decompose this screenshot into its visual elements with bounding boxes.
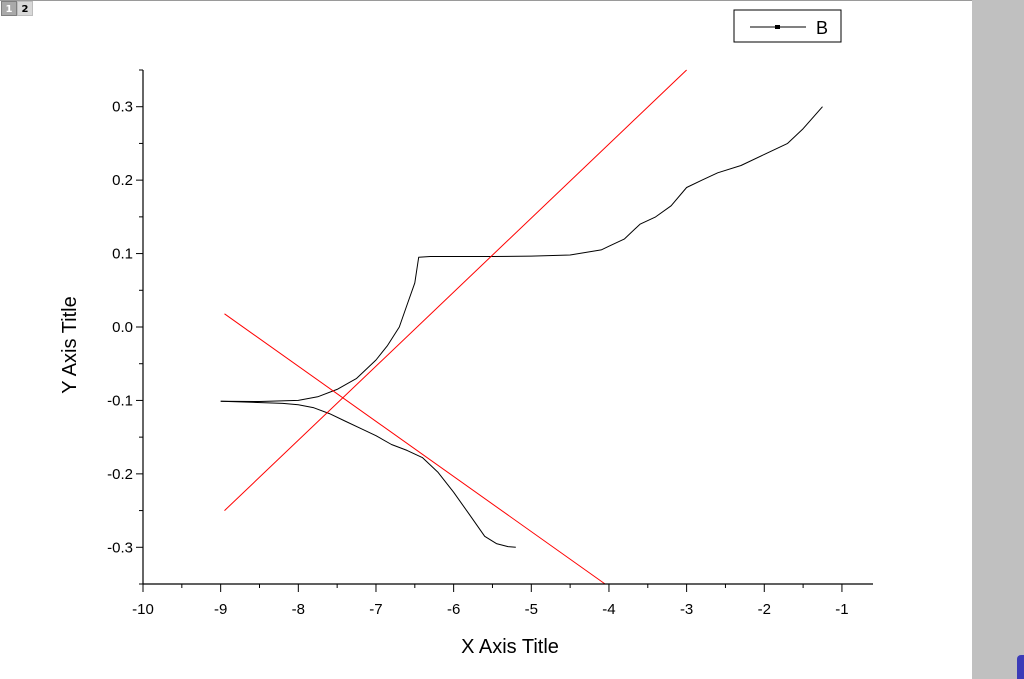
line-chart: -10 -9 -8 -7 -6 -5 -4 -3 -2 -1 -0.3 -0.2 -0.1 0.0 0.1 0… xyxy=(59,9,873,658)
y-tick-label: -0.2 xyxy=(107,466,133,483)
red-fit-line-3 xyxy=(224,69,687,511)
y-tick-label: 0.0 xyxy=(112,319,133,336)
legend-marker xyxy=(775,25,780,29)
y-tick-label: 0.3 xyxy=(112,99,133,116)
x-tick-label: -5 xyxy=(525,601,538,618)
corner-marker xyxy=(1017,655,1024,679)
data-series-0 xyxy=(220,106,823,402)
x-tick-label: -2 xyxy=(758,601,771,618)
plot-window xyxy=(0,0,972,679)
x-axis-title: X Axis Title xyxy=(461,636,559,658)
series-layer xyxy=(220,69,823,585)
legend[interactable]: B xyxy=(733,9,842,43)
layer-tab-2[interactable]: 2 xyxy=(17,1,33,16)
x-tick-label: -7 xyxy=(369,601,382,618)
y-tick-label: -0.3 xyxy=(107,539,133,556)
red-fit-line-2 xyxy=(224,313,606,585)
x-tick-label: -3 xyxy=(680,601,693,618)
y-axis-title: Y Axis Title xyxy=(59,296,81,393)
y-tick-label: 0.2 xyxy=(112,172,133,189)
axis-layer: -10 -9 -8 -7 -6 -5 -4 -3 -2 -1 -0.3 -0.2 -0.1 0.0 0.1 0… xyxy=(107,69,873,618)
x-tick-label: -4 xyxy=(602,601,615,618)
window-top-border xyxy=(0,0,972,1)
right-gray-panel xyxy=(972,0,1024,679)
y-tick-label: 0.1 xyxy=(112,246,133,263)
legend-label-b: B xyxy=(816,18,828,38)
y-tick-label: -0.1 xyxy=(107,392,133,409)
x-tick-label: -6 xyxy=(447,601,460,618)
x-tick-label: -9 xyxy=(214,601,227,618)
x-tick-label: -8 xyxy=(292,601,305,618)
data-series-1 xyxy=(220,400,516,548)
x-tick-label: -1 xyxy=(835,601,848,618)
layer-tab-1[interactable]: 1 xyxy=(1,1,17,16)
x-tick-label: -10 xyxy=(132,601,154,618)
legend-box xyxy=(733,9,842,43)
